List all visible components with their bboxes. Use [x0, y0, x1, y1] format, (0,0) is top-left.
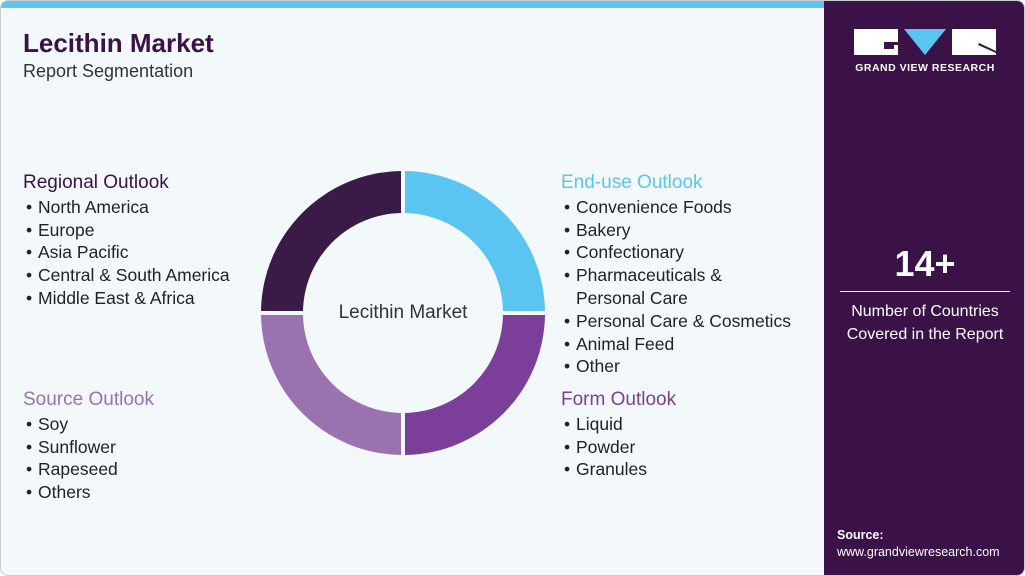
donut-center-label: Lecithin Market	[338, 302, 468, 323]
list-item: Rapeseed	[23, 458, 154, 481]
list-item: Personal Care & Cosmetics	[561, 310, 791, 333]
stat-value: 14+	[894, 243, 956, 284]
form-title: Form Outlook	[561, 389, 677, 410]
list-item: Middle East & Africa	[23, 287, 230, 310]
brand-sidebar: GRAND VIEW RESEARCH 14+ Number of Countr…	[824, 1, 1024, 575]
list-item: Asia Pacific	[23, 241, 230, 264]
list-item: Liquid	[561, 413, 676, 436]
list-item: Animal Feed	[561, 333, 791, 356]
page-title: Lecithin Market	[23, 28, 214, 58]
form-outlook: Form Outlook Liquid Powder Granules	[561, 389, 676, 481]
stat-line1: Number of Countries	[851, 303, 999, 320]
list-item: Pharmaceuticals &	[561, 264, 791, 287]
list-item: Europe	[23, 219, 230, 242]
list-item-continuation: Personal Care	[576, 287, 688, 308]
source-label: Source:	[837, 528, 884, 542]
gvr-logo	[854, 29, 996, 55]
top-accent-bar	[1, 1, 824, 8]
enduse-outlook: End-use Outlook Convenience Foods Bakery…	[561, 172, 791, 378]
list-item: Powder	[561, 436, 676, 459]
source-url[interactable]: www.grandviewresearch.com	[837, 545, 1000, 559]
regional-outlook: Regional Outlook North America Europe As…	[23, 172, 230, 310]
page-subtitle: Report Segmentation	[23, 61, 194, 81]
source-outlook: Source Outlook Soy Sunflower Rapeseed Ot…	[23, 389, 154, 504]
donut-segment-source	[261, 315, 401, 455]
list-item: Others	[23, 481, 154, 504]
donut-segment-regional	[261, 171, 401, 311]
donut-segment-form	[405, 315, 545, 455]
countries-stat: 14+ Number of Countries Covered in the R…	[824, 243, 1024, 346]
list-item: Soy	[23, 413, 154, 436]
enduse-title: End-use Outlook	[561, 172, 703, 193]
source-note: Source: www.grandviewresearch.com	[837, 527, 1000, 561]
list-item: Sunflower	[23, 436, 154, 459]
list-item: Confectionary	[561, 241, 791, 264]
list-item: Central & South America	[23, 264, 230, 287]
brand-name: GRAND VIEW RESEARCH	[855, 62, 995, 74]
segmentation-donut	[261, 171, 545, 455]
list-item: Granules	[561, 458, 676, 481]
stat-line2: Covered in the Report	[846, 326, 1004, 343]
list-item: Bakery	[561, 219, 791, 242]
source-title: Source Outlook	[23, 389, 154, 410]
list-item: North America	[23, 196, 230, 219]
list-item: Other	[561, 355, 791, 378]
stat-divider	[840, 291, 1010, 292]
regional-title: Regional Outlook	[23, 172, 169, 193]
list-item: Convenience Foods	[561, 196, 791, 219]
donut-segment-enduse	[405, 171, 545, 311]
